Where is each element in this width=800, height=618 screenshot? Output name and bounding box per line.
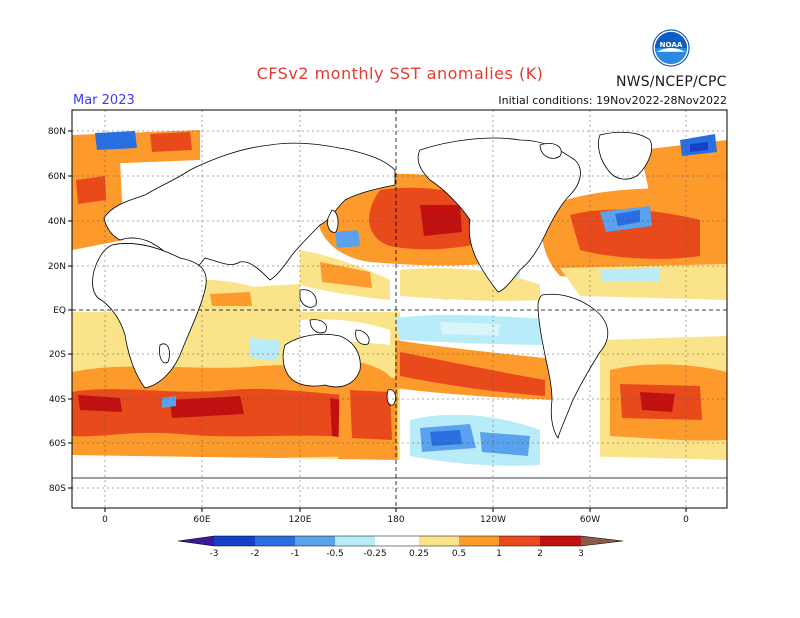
forecast-month: Mar 2023 — [73, 93, 135, 108]
legend-label: -1 — [291, 549, 300, 559]
legend-swatch — [255, 536, 295, 546]
longitude-axis: 0 60E 120E 180 120W 60W 0 — [102, 508, 689, 525]
map-frame — [71, 109, 728, 509]
lat-label: 40N — [48, 217, 66, 227]
lat-label: 60N — [48, 172, 66, 182]
noaa-logo: NOAA — [652, 29, 690, 67]
lat-label: 20N — [48, 262, 66, 272]
legend-swatch — [581, 536, 623, 546]
legend-label: -3 — [210, 549, 219, 559]
chart-title: CFSv2 monthly SST anomalies (K) — [256, 64, 544, 83]
legend-label: -2 — [251, 549, 260, 559]
lat-label: 80S — [49, 484, 66, 494]
lat-label: 60S — [49, 439, 66, 449]
lon-label: 60W — [580, 515, 600, 525]
initial-conditions: Initial conditions: 19Nov2022-28Nov2022 — [498, 94, 727, 107]
legend-swatch — [499, 536, 540, 546]
gridlines — [72, 110, 727, 508]
lon-label: 0 — [683, 515, 689, 525]
svg-text:NOAA: NOAA — [660, 40, 683, 49]
legend-swatch — [214, 536, 255, 546]
legend-swatch — [540, 536, 581, 546]
lon-label: 60E — [193, 515, 210, 525]
lat-label: 80N — [48, 127, 66, 137]
color-legend: -3 -2 -1 -0.5 -0.25 0.25 0.5 1 2 3 — [177, 535, 624, 559]
anomaly-field — [72, 110, 727, 508]
lat-label: EQ — [53, 306, 66, 316]
legend-label: -0.25 — [363, 549, 386, 559]
legend-label: 2 — [537, 549, 543, 559]
legend-swatch — [178, 536, 214, 546]
legend-label: 3 — [578, 549, 584, 559]
lat-label: 40S — [49, 395, 66, 405]
legend-swatch — [295, 536, 335, 546]
lon-label: 0 — [102, 515, 108, 525]
legend-swatch — [375, 536, 419, 546]
legend-swatch — [459, 536, 499, 546]
lon-label: 180 — [387, 515, 404, 525]
legend-label: 0.5 — [452, 549, 466, 559]
continents — [72, 131, 727, 508]
legend-label: 0.25 — [409, 549, 429, 559]
organization-label: NWS/NCEP/CPC — [616, 74, 727, 90]
legend-swatch — [419, 536, 459, 546]
legend-label: 1 — [496, 549, 502, 559]
latitude-axis: 80N 60N 40N 20N EQ 20S 40S 60S 80S — [48, 127, 72, 494]
lon-label: 120E — [289, 515, 312, 525]
legend-swatch — [335, 536, 375, 546]
lat-label: 20S — [49, 350, 66, 360]
legend-label: -0.5 — [326, 549, 344, 559]
lon-label: 120W — [480, 515, 506, 525]
